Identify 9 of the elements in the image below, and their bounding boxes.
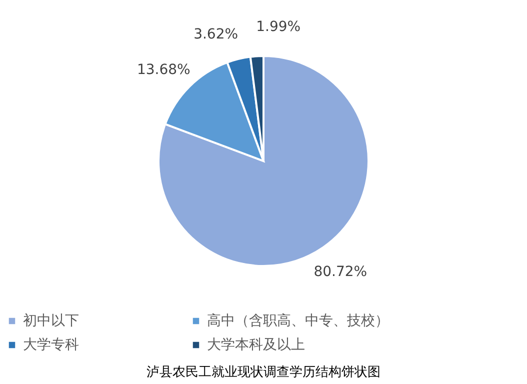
legend-label: 高中（含职高、中专、技校） (207, 313, 389, 329)
legend-label: 大学本科及以上 (207, 337, 305, 353)
text: 泸县农民工就业现状调查学历结构饼状图 (146, 365, 380, 380)
data-label: 3.62% (194, 26, 238, 43)
data-label: 13.68% (136, 62, 190, 78)
data-label: 80.72% (314, 264, 368, 280)
legend-label: 初中以下 (23, 313, 79, 329)
legend-label: 大学专科 (23, 337, 79, 353)
data-label: 1.99% (256, 18, 301, 35)
